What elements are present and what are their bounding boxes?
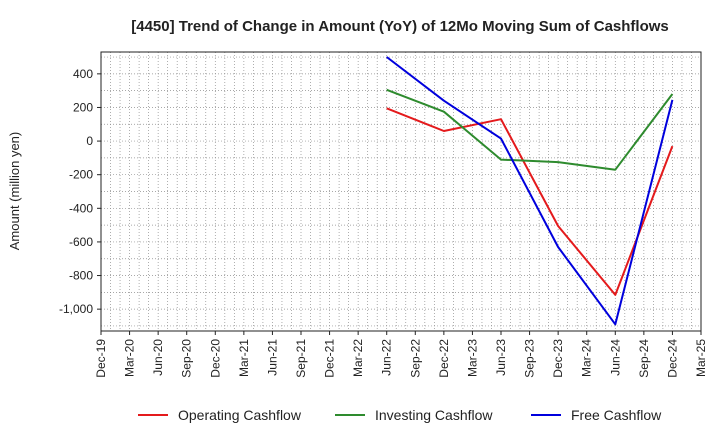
- grid: [101, 52, 701, 331]
- legend-label: Operating Cashflow: [178, 407, 302, 423]
- y-tick-label: -400: [69, 201, 93, 215]
- x-tick-label: Sep-24: [637, 339, 651, 378]
- plot-frame: [100, 51, 702, 332]
- x-tick-label: Jun-21: [265, 339, 279, 376]
- x-tick-label: Mar-22: [351, 339, 365, 377]
- x-tick-label: Sep-20: [180, 339, 194, 378]
- y-tick-label: 400: [73, 67, 93, 81]
- y-tick-label: -800: [69, 269, 93, 283]
- x-tick-label: Sep-23: [523, 339, 537, 378]
- series-line-free-cashflow: [386, 56, 674, 326]
- chart-title: [4450] Trend of Change in Amount (YoY) o…: [131, 18, 669, 35]
- x-tick-label: Sep-22: [408, 339, 422, 378]
- x-tick-label: Dec-20: [208, 339, 222, 378]
- x-tick-label: Dec-19: [94, 339, 108, 378]
- series-line-operating-cashflow: [386, 107, 674, 296]
- y-tick-label: 200: [73, 100, 93, 114]
- x-tick-label: Dec-22: [437, 339, 451, 378]
- x-tick-label: Dec-24: [665, 339, 679, 378]
- legend: Operating Cashflow Investing Cashflow Free…: [138, 407, 662, 423]
- y-tick-label: -200: [69, 168, 93, 182]
- y-tick-label: -600: [69, 235, 93, 249]
- x-axis-ticks: Dec-19 Mar-20 Jun-20 Sep-20 Dec-20 Mar-21 Jun-…: [94, 331, 708, 378]
- x-tick-label: Jun-23: [494, 339, 508, 376]
- x-tick-label: Mar-23: [465, 339, 479, 377]
- x-tick-label: Jun-20: [151, 339, 165, 376]
- x-tick-label: Dec-21: [323, 339, 337, 378]
- legend-label: Free Cashflow: [571, 407, 662, 423]
- x-tick-label: Jun-24: [608, 339, 622, 376]
- x-tick-label: Mar-25: [694, 339, 708, 377]
- y-axis-ticks: 400 200 0 -200 -400 -600 -800 -1,000: [59, 67, 101, 316]
- y-axis-label: Amount (million yen): [7, 132, 22, 251]
- series-line-investing-cashflow: [386, 88, 674, 171]
- x-tick-label: Mar-20: [123, 339, 137, 377]
- y-tick-label: -1,000: [59, 302, 93, 316]
- x-tick-label: Jun-22: [380, 339, 394, 376]
- x-tick-label: Mar-24: [580, 339, 594, 377]
- series-lines: [386, 56, 674, 326]
- x-tick-label: Dec-23: [551, 339, 565, 378]
- x-tick-label: Sep-21: [294, 339, 308, 378]
- y-tick-label: 0: [86, 134, 93, 148]
- legend-label: Investing Cashflow: [375, 407, 493, 423]
- x-tick-label: Mar-21: [237, 339, 251, 377]
